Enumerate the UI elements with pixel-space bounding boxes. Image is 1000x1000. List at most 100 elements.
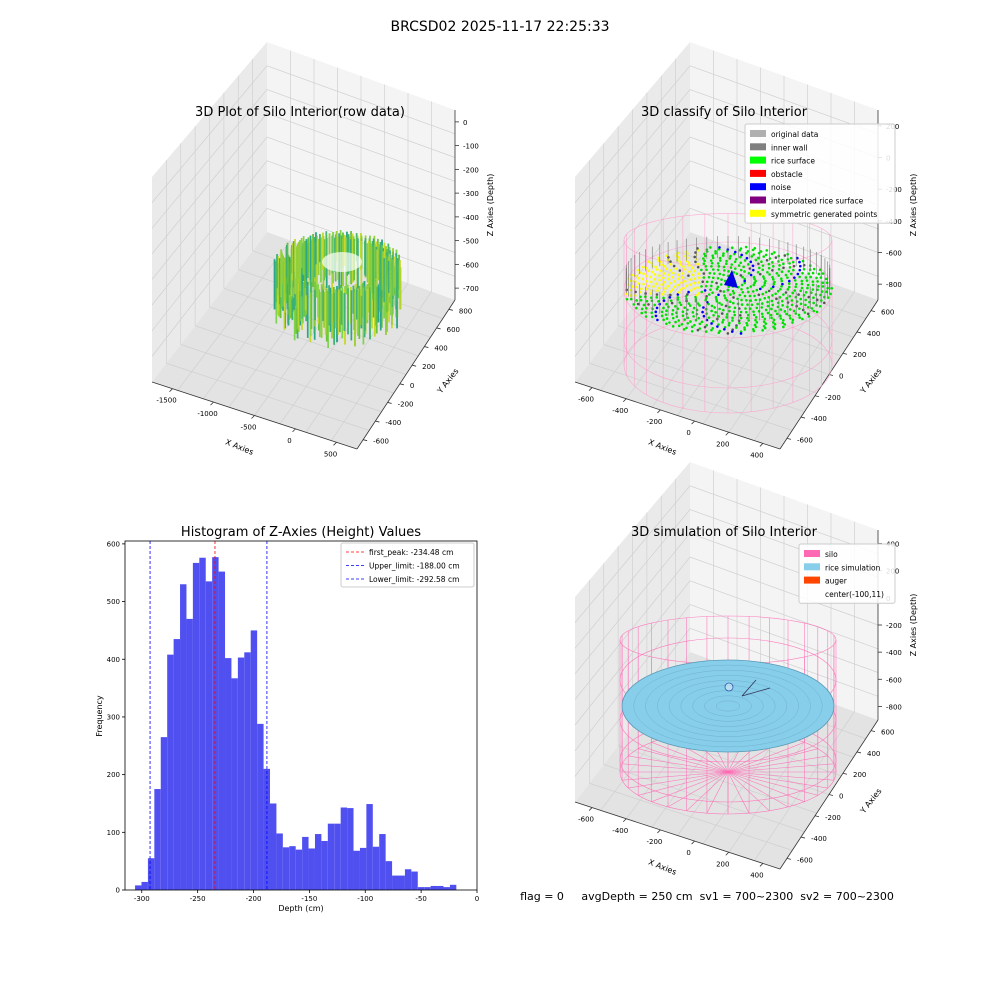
y-tick-label: 400 [867,750,880,758]
classified-point [702,262,706,265]
y-tick-label: 600 [881,729,894,737]
classified-point [712,313,715,317]
classified-point [707,316,711,319]
histogram-bar [430,885,438,890]
classified-point [677,277,681,281]
histogram-bar [160,737,168,890]
y-tick-label: -200 [398,400,414,408]
legend-swatch [750,143,766,151]
classified-point [800,279,804,283]
histogram-bar [263,768,270,890]
classified-point [785,297,788,300]
classified-point [696,247,699,250]
classified-point [752,283,756,287]
histogram-bar [449,884,457,890]
classified-point [743,281,747,285]
classified-point [657,299,660,303]
classified-point [786,305,789,309]
classified-point [739,332,743,335]
classified-point [682,328,686,331]
histogram-bar [353,850,360,890]
classified-point [655,268,659,271]
classified-point [783,254,787,257]
classified-point [674,320,677,324]
rice-simulation-surface [621,659,835,753]
classified-point [728,309,731,313]
classified-point [725,298,729,302]
z-axis-label: Z Axies (Depth) [486,174,495,237]
classified-point [782,325,785,329]
classified-point [763,281,767,285]
classified-point [681,272,685,275]
classified-point [681,314,685,317]
y-tick-label: 0 [116,887,120,895]
classified-point [764,308,768,312]
x-tick [169,388,173,392]
classified-point [712,272,716,275]
classified-point [820,290,824,293]
classified-point [753,323,757,327]
classified-point [653,277,656,281]
x-tick [588,387,593,391]
classified-point [722,308,725,312]
classified-point [761,285,764,289]
classified-point [755,288,759,292]
classified-point [674,254,678,257]
legend-label: rice surface [771,157,815,166]
classified-point [779,287,782,291]
classified-point [702,272,706,275]
classified-point [802,267,806,271]
classified-point [731,316,734,320]
classified-point [654,265,657,269]
classified-point [650,270,654,274]
y-tick [375,420,380,423]
y-tick-label: -200 [825,814,841,822]
classified-point [749,285,753,288]
classified-point [750,303,754,307]
classified-point [688,264,691,267]
classified-point [750,255,754,258]
classified-point [802,293,806,297]
raw-center-void [322,252,362,272]
classified-point [799,289,802,293]
classified-point [692,315,695,318]
classified-point [804,298,807,302]
x-tick [759,443,764,447]
legend-swatch [804,550,820,557]
classified-point [662,318,665,322]
classified-point [672,264,676,268]
classified-point [771,285,775,289]
classified-point [652,285,655,288]
classified-point [808,300,811,304]
histogram-panel: -300 -250 -200 -150 -100 -50 0 0 100 200 300 400 500… [107,540,480,903]
classified-point [722,252,725,255]
classified-point [726,332,730,335]
classified-point [656,289,659,292]
classified-point [723,269,726,272]
classified-point [771,275,774,279]
histogram-xlabel: Depth (cm) [278,904,323,913]
histogram-bar [314,834,322,890]
classified-point [713,306,716,309]
x-tick-label: -200 [246,895,262,903]
histogram-bar [327,823,335,890]
classified-point [720,278,723,281]
classified-point [653,273,657,276]
x-tick [292,428,296,433]
classified-point [676,273,680,277]
classified-point [779,317,783,320]
histogram-bar [366,804,373,890]
classified-point [718,246,721,249]
classified-point [768,257,772,260]
histogram-bar [173,639,181,890]
classified-point [818,304,822,308]
silo-floor-spoke [727,771,818,796]
x-tick-label: 0 [475,895,479,903]
classified-point [718,301,721,305]
classified-point [738,314,742,317]
classified-points [624,236,834,335]
legend-label: obstacle [771,170,803,179]
classified-point [711,256,715,260]
classified-point [696,302,700,305]
x-tick-label: 400 [750,451,763,459]
